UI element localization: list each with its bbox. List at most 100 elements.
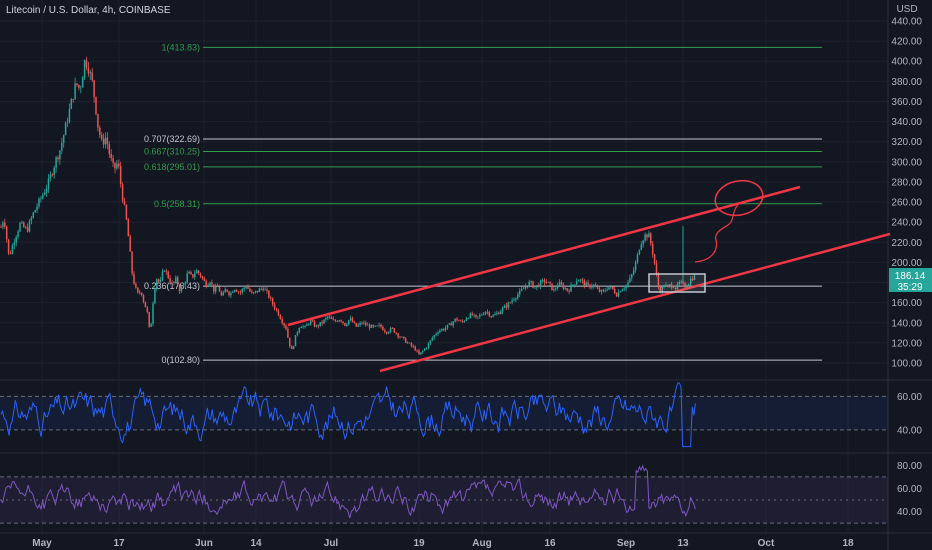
candle-body [448,323,451,325]
candle-body [138,292,141,294]
projection-arrow-curve[interactable] [694,204,739,263]
candle-body [562,284,565,289]
rsi-pane-1[interactable]: 60.00 40.00 [0,382,922,448]
candle-body [154,289,156,304]
candle-body [349,318,352,321]
candle-body [693,275,696,280]
candle-body [684,283,686,288]
fibonacci-levels[interactable]: 1(413.83) 0.707(322.69) 0.667(310.25) 0.618… [144,42,822,365]
candle-body [549,281,551,284]
candle-body [207,285,209,287]
candle-body [315,325,318,327]
candle-body [336,321,339,322]
candle-body [581,279,584,281]
time-axis[interactable]: May 17 Jun 14 Jul 19 Aug 16 Sep 13 Oct 18 [32,538,854,549]
candle-body [665,285,667,286]
candle-body [593,284,595,287]
candle-body [600,289,603,292]
candle-body [146,307,149,313]
candle-body [547,281,549,283]
candle-body [83,60,86,78]
candle-body [243,287,245,290]
candle-body [425,347,428,349]
candle-body [169,278,171,283]
candle-body [245,286,247,288]
candle-body [420,352,422,355]
candle-body [594,284,597,287]
candle-body [351,318,354,323]
price-tick-label: 300.00 [891,157,922,168]
candle-body [59,150,61,160]
candle-body [501,307,504,312]
fib-level-label: 0.667(310.25) [144,147,200,157]
candle-body [366,324,369,326]
candle-body [32,212,35,218]
candle-body [180,287,183,292]
candle-body [397,333,399,337]
candle-body [5,226,8,240]
candle-body [121,184,124,201]
candle-body [545,282,548,283]
candle-body [266,289,268,291]
candle-body [273,304,276,309]
candle-body [304,326,306,327]
candle-body [78,84,80,88]
candle-body [313,321,316,327]
candle-body [99,127,101,135]
candle-body [482,314,485,316]
candle-body [89,72,92,74]
candle-body [260,288,263,290]
candle-body [484,311,487,315]
time-tick-label: Oct [758,538,775,549]
candle-body [357,324,359,327]
rsi-tick-label: 40.00 [897,425,922,436]
candle-body [292,346,295,349]
candle-body [100,134,103,139]
candle-body [298,328,301,333]
candle-body [91,72,93,81]
candle-body [651,243,654,255]
candle-body [300,327,302,329]
candle-body [271,298,274,305]
rsi-pane-2[interactable]: 80.00 60.00 40.00 [0,461,922,524]
time-tick-label: May [32,538,52,549]
candle-body [178,285,181,292]
candle-body [629,277,631,283]
time-tick-label: 13 [677,538,689,549]
candle-body [209,282,211,286]
channel-upper-line[interactable] [287,185,801,327]
candle-body [575,281,578,285]
candle-body [55,157,57,168]
candle-body [608,287,610,290]
candle-body [13,242,16,246]
candle-body [439,330,441,333]
price-tick-label: 360.00 [891,97,922,108]
candle-body [429,340,432,344]
consolidation-box[interactable] [648,273,706,293]
candle-body [667,285,669,286]
candle-body [159,279,162,282]
candle-body [42,194,44,199]
candle-body [410,343,413,346]
candle-body [642,240,644,245]
candle-body [281,319,283,324]
candle-body [509,302,511,304]
candle-body [473,314,475,316]
candle-body [610,286,612,288]
channel-lower-line[interactable] [379,232,891,373]
target-circle[interactable] [712,176,766,219]
candle-body [404,338,407,343]
candle-body [566,288,568,291]
channel-drawings[interactable] [287,176,891,373]
candle-body [452,321,454,326]
candle-body [539,280,542,287]
candle-body [321,322,323,324]
candle-body [537,285,540,287]
candle-body [347,320,350,325]
candlestick-series[interactable] [0,56,696,356]
candle-body [199,273,202,277]
candle-body [674,287,677,290]
candle-body [205,280,207,287]
candle-body [296,332,299,336]
